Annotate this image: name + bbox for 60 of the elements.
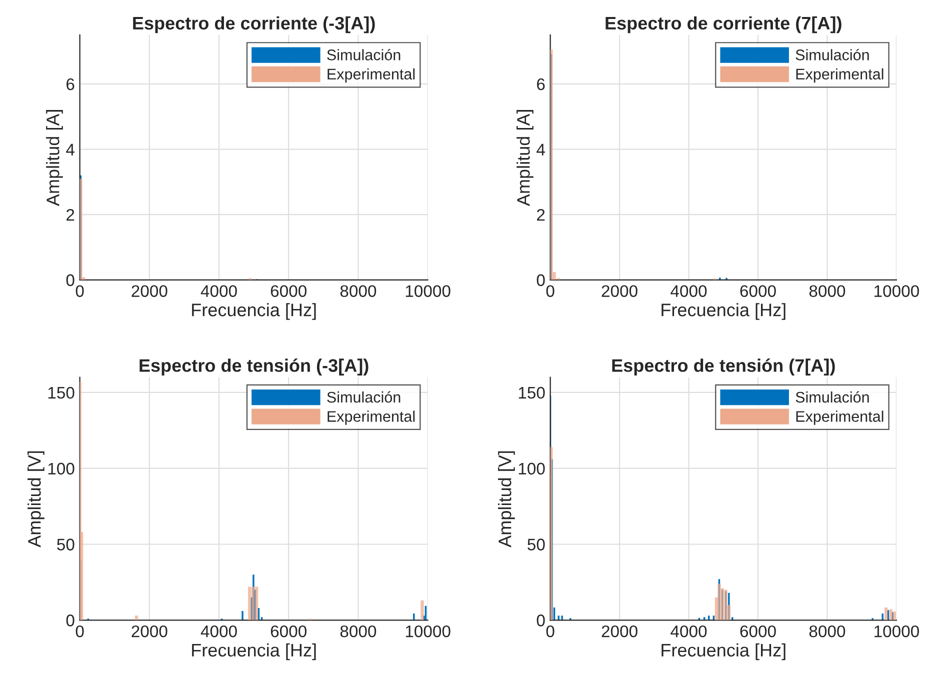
x-tick-label: 0 bbox=[76, 285, 84, 297]
x-tick-label: 8000 bbox=[340, 625, 376, 638]
y-axis-title: Amplitud [V] bbox=[498, 451, 515, 548]
legend-label: Experimental bbox=[328, 410, 415, 425]
chart-title: Espectro de corriente (-3[A]) bbox=[133, 16, 375, 34]
y-tick-label: 150 bbox=[48, 386, 74, 399]
x-tick-label: 8000 bbox=[809, 625, 846, 638]
legend-label: Simulación bbox=[327, 48, 400, 60]
x-tick-label: 4000 bbox=[200, 285, 237, 297]
x-axis-title: Frecuencia [Hz] bbox=[192, 303, 316, 320]
x-tick-label: 2000 bbox=[132, 285, 168, 297]
y-tick-label: 150 bbox=[518, 386, 545, 399]
x-axis-title: Frecuencia [Hz] bbox=[662, 643, 786, 660]
y-tick-label: 0 bbox=[66, 614, 74, 626]
x-tick-label: 6000 bbox=[270, 625, 306, 638]
y-tick-label: 2 bbox=[66, 208, 74, 221]
y-tick-label: 0 bbox=[536, 274, 545, 286]
x-tick-label: 0 bbox=[76, 625, 84, 638]
legend-label: Experimental bbox=[796, 410, 884, 425]
x-tick-label: 4000 bbox=[670, 285, 707, 297]
y-tick-label: 4 bbox=[66, 144, 74, 156]
y-axis-title: Amplitud [A] bbox=[46, 110, 63, 206]
legend-label: Experimental bbox=[328, 68, 415, 83]
y-tick-label: 50 bbox=[528, 538, 545, 550]
y-tick-label: 100 bbox=[48, 462, 74, 475]
x-axis-title: Frecuencia [Hz] bbox=[662, 303, 786, 320]
x-tick-label: 4000 bbox=[670, 625, 707, 638]
x-tick-label: 2000 bbox=[132, 625, 168, 638]
y-tick-label: 2 bbox=[537, 208, 545, 221]
chart-title: Espectro de corriente (7[A]) bbox=[606, 16, 842, 34]
x-tick-label: 4000 bbox=[200, 625, 237, 638]
y-tick-label: 6 bbox=[66, 78, 74, 90]
x-tick-label: 8000 bbox=[340, 285, 376, 297]
y-axis-title: Amplitud [V] bbox=[28, 451, 44, 548]
y-tick-label: 100 bbox=[518, 462, 545, 475]
x-tick-label: 6000 bbox=[740, 625, 776, 638]
legend-label: Simulación bbox=[796, 48, 869, 60]
x-tick-label: 0 bbox=[546, 285, 554, 297]
x-tick-label: 2000 bbox=[602, 625, 638, 638]
legend-label: Simulación bbox=[327, 391, 400, 403]
x-tick-label: 10000 bbox=[874, 625, 919, 638]
y-tick-label: 6 bbox=[537, 78, 545, 90]
y-tick-label: 50 bbox=[57, 538, 74, 550]
y-tick-label: 0 bbox=[536, 614, 545, 626]
chart-title: Espectro de tensión (7[A]) bbox=[612, 358, 835, 376]
x-tick-label: 0 bbox=[546, 625, 554, 638]
x-tick-label: 10000 bbox=[406, 285, 450, 297]
x-tick-label: 8000 bbox=[809, 285, 846, 297]
x-tick-label: 2000 bbox=[602, 285, 638, 297]
chart-title: Espectro de tensión (-3[A]) bbox=[140, 358, 368, 376]
y-tick-label: 4 bbox=[536, 144, 545, 156]
legend-label: Experimental bbox=[796, 68, 884, 83]
y-axis-title: Amplitud [A] bbox=[516, 110, 534, 206]
y-tick-label: 0 bbox=[66, 274, 74, 286]
x-axis-title: Frecuencia [Hz] bbox=[192, 643, 316, 660]
x-tick-label: 10000 bbox=[874, 285, 919, 297]
x-tick-label: 10000 bbox=[406, 625, 450, 638]
x-tick-label: 6000 bbox=[270, 285, 306, 297]
x-tick-label: 6000 bbox=[740, 285, 776, 297]
legend-label: Simulación bbox=[796, 391, 869, 403]
